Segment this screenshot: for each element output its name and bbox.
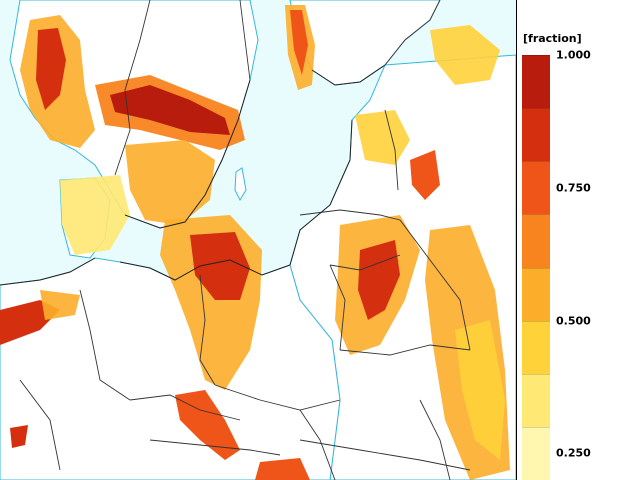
coast-sweden-east bbox=[124, 79, 251, 229]
border-poland-czech bbox=[214, 384, 341, 411]
border-austria bbox=[149, 439, 281, 456]
legend-step bbox=[522, 267, 550, 321]
fraction-field bbox=[0, 5, 510, 480]
coast-baltic-east bbox=[289, 119, 353, 266]
legend-tick-label: 1.000 bbox=[556, 48, 591, 62]
field-estonia bbox=[355, 110, 410, 165]
fraction-map bbox=[0, 0, 517, 480]
border-germany-czech bbox=[129, 394, 241, 421]
field-poland-high bbox=[190, 232, 250, 300]
border-russia-belarus bbox=[399, 219, 471, 351]
border-sweden-finland bbox=[239, 0, 251, 81]
border-poland-belarus bbox=[329, 264, 346, 351]
legend-tick-label: 0.500 bbox=[556, 314, 591, 328]
legend-color-scale bbox=[522, 55, 550, 480]
border-southwest bbox=[19, 379, 61, 471]
field-east-mid bbox=[455, 320, 505, 460]
border-hungary bbox=[299, 439, 471, 471]
field-south-bottom bbox=[255, 458, 310, 480]
field-sweden-north-high bbox=[110, 85, 230, 135]
coast-baltic-south bbox=[119, 259, 291, 281]
field-south-mid bbox=[175, 390, 240, 460]
field-norway-high bbox=[36, 28, 66, 110]
legend-step bbox=[522, 426, 550, 480]
border-estonia-russia bbox=[384, 109, 399, 191]
country-borders bbox=[19, 0, 471, 480]
border-lithuania-belarus bbox=[329, 254, 401, 271]
legend-tick-label: 0.250 bbox=[556, 446, 591, 460]
legend-step bbox=[522, 214, 550, 268]
legend-step bbox=[522, 373, 550, 427]
color-legend: [fraction] 1.000 0.750 0.500 0.250 bbox=[518, 0, 640, 480]
border-finland-russia bbox=[384, 0, 441, 66]
field-southwest-spot bbox=[10, 425, 28, 448]
border-ukraine-south bbox=[299, 409, 336, 480]
border-germany-poland bbox=[199, 274, 216, 386]
coast-finland-south bbox=[311, 64, 386, 86]
land-gotland bbox=[234, 167, 247, 202]
border-belarus-ukraine bbox=[339, 344, 471, 356]
legend-unit-label: [fraction] bbox=[523, 32, 582, 45]
coastlines bbox=[0, 64, 386, 286]
field-northeast bbox=[430, 25, 500, 85]
land-continent bbox=[0, 257, 341, 480]
field-west-edge-low bbox=[40, 290, 80, 320]
legend-step bbox=[522, 108, 550, 162]
field-sweden-south-low bbox=[60, 175, 130, 255]
border-germany-west bbox=[79, 289, 131, 401]
border-latvia-lithuania bbox=[299, 209, 401, 221]
coast-north-sea bbox=[0, 257, 96, 286]
legend-step bbox=[522, 161, 550, 215]
legend-step bbox=[522, 55, 550, 109]
legend-step bbox=[522, 320, 550, 374]
border-romania bbox=[419, 399, 451, 480]
field-baltic-high bbox=[358, 240, 400, 320]
border-norway-sweden bbox=[114, 0, 151, 176]
field-russia-high bbox=[410, 150, 440, 200]
field-finland-high bbox=[290, 10, 308, 75]
field-sweden-south-mid bbox=[125, 140, 215, 225]
legend-tick-label: 0.750 bbox=[556, 181, 591, 195]
map-canvas bbox=[0, 0, 516, 480]
